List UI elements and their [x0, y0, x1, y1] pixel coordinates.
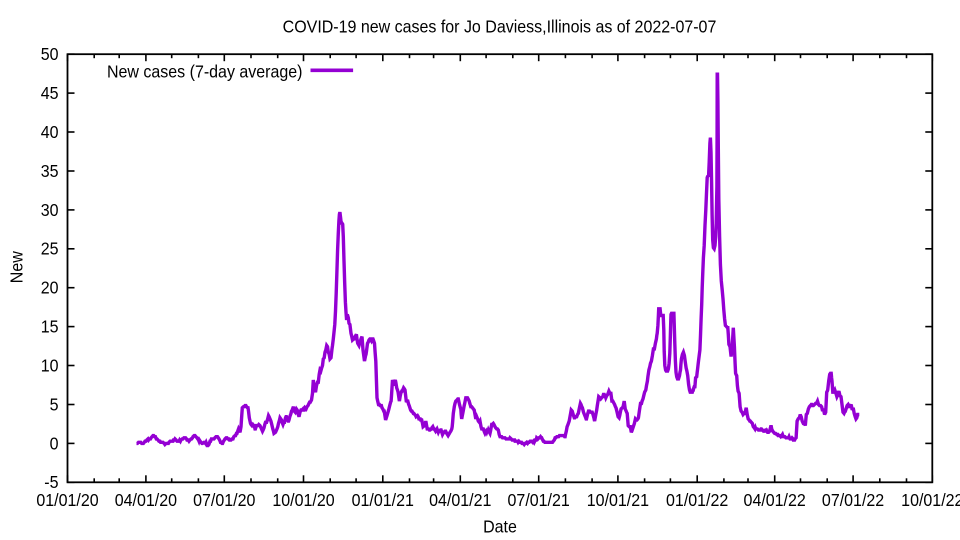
svg-text:01/01/20: 01/01/20 — [36, 490, 98, 510]
svg-text:07/01/21: 07/01/21 — [508, 490, 570, 510]
svg-text:30: 30 — [41, 200, 59, 220]
svg-text:10/01/21: 10/01/21 — [587, 490, 649, 510]
svg-text:04/01/22: 04/01/22 — [744, 490, 806, 510]
svg-text:40: 40 — [41, 122, 59, 142]
svg-text:50: 50 — [41, 45, 59, 65]
svg-text:5: 5 — [50, 395, 59, 415]
svg-text:New: New — [7, 250, 27, 283]
svg-text:35: 35 — [41, 161, 59, 181]
svg-text:Date: Date — [483, 517, 517, 537]
svg-text:45: 45 — [41, 83, 59, 103]
svg-text:01/01/22: 01/01/22 — [666, 490, 728, 510]
svg-text:04/01/21: 04/01/21 — [429, 490, 491, 510]
svg-text:04/01/20: 04/01/20 — [115, 490, 177, 510]
svg-text:0: 0 — [50, 434, 59, 454]
svg-text:10/01/20: 10/01/20 — [272, 490, 334, 510]
svg-text:15: 15 — [41, 317, 59, 337]
svg-text:New cases (7-day average): New cases (7-day average) — [107, 62, 303, 82]
svg-text:07/01/20: 07/01/20 — [193, 490, 255, 510]
svg-text:10/01/22: 10/01/22 — [901, 490, 960, 510]
svg-text:COVID-19 new cases for Jo Davi: COVID-19 new cases for Jo Daviess,Illino… — [283, 17, 717, 37]
svg-text:10: 10 — [41, 356, 59, 376]
svg-text:25: 25 — [41, 239, 59, 259]
svg-text:07/01/22: 07/01/22 — [822, 490, 884, 510]
svg-text:01/01/21: 01/01/21 — [352, 490, 414, 510]
svg-text:-5: -5 — [44, 473, 58, 493]
svg-text:20: 20 — [41, 278, 59, 298]
